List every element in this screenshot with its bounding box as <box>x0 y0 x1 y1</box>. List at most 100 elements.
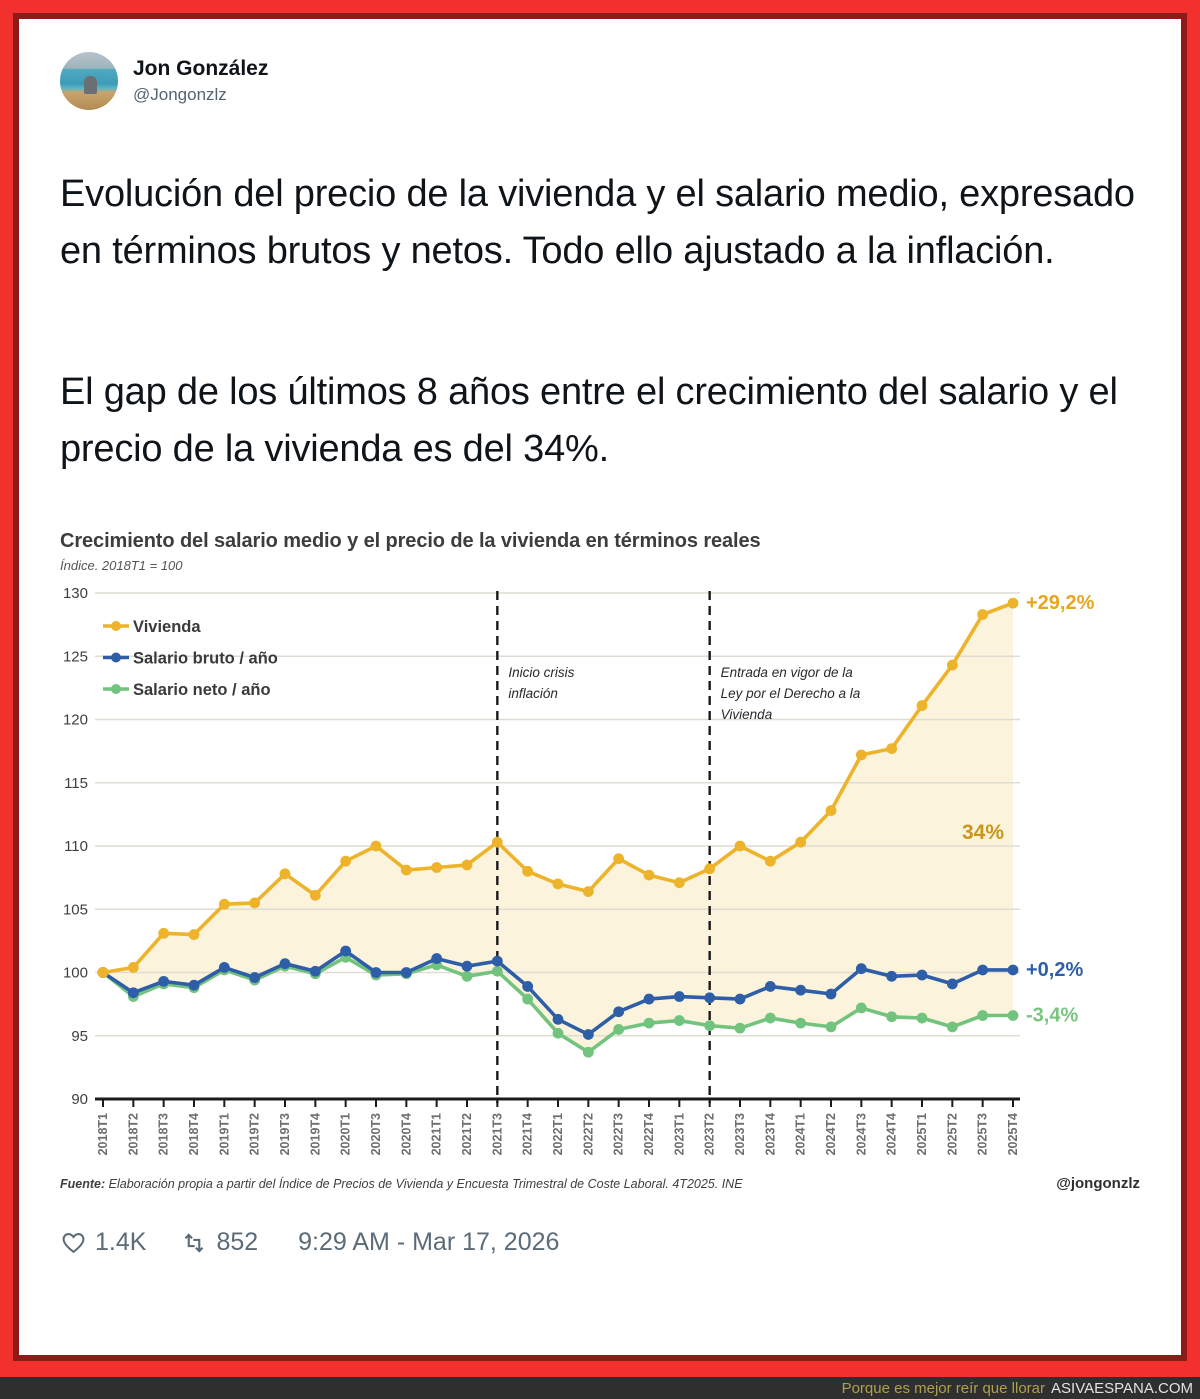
data-point-salario-bruto-a-o <box>491 955 503 967</box>
legend-item: Salario neto / año <box>103 681 271 699</box>
data-point-vivienda <box>886 743 898 754</box>
data-point-vivienda <box>552 878 564 890</box>
end-label-salario-neto-a-o: -3,4% <box>1026 1005 1078 1027</box>
x-axis-label: 2020T3 <box>369 1113 383 1155</box>
event-annotation: Entrada en vigor de la Ley por el Derecho… <box>721 665 861 722</box>
legend-label: Salario neto / año <box>133 681 271 699</box>
data-point-salario-bruto-a-o <box>158 975 170 987</box>
data-point-salario-neto-a-o <box>643 1017 655 1029</box>
x-axis-label: 2023T3 <box>733 1113 747 1155</box>
data-point-salario-bruto-a-o <box>795 984 807 996</box>
data-point-vivienda <box>431 862 443 873</box>
x-axis-label: 2023T2 <box>703 1113 717 1155</box>
data-point-salario-neto-a-o <box>552 1027 564 1039</box>
y-axis-label: 100 <box>63 965 88 982</box>
x-axis-label: 2024T3 <box>854 1113 868 1155</box>
retweet-button[interactable]: 852 <box>180 1228 258 1257</box>
data-point-salario-bruto-a-o <box>946 978 958 990</box>
watermark-bar: Porque es mejor reír que llorar ASIVAESP… <box>0 1377 1200 1399</box>
data-point-vivienda <box>249 897 261 909</box>
data-point-vivienda <box>279 868 291 880</box>
data-point-salario-bruto-a-o <box>643 993 655 1005</box>
retweet-count: 852 <box>216 1228 259 1256</box>
legend-item: Vivienda <box>103 618 201 636</box>
x-axis-label: 2019T2 <box>248 1113 262 1155</box>
data-point-salario-neto-a-o <box>946 1021 958 1033</box>
x-axis-label: 2020T4 <box>399 1113 413 1155</box>
watermark-text: Porque es mejor reír que llorar <box>841 1379 1046 1397</box>
data-point-vivienda <box>855 749 867 761</box>
data-point-vivienda <box>218 898 230 910</box>
chart-block: Crecimiento del salario medio y el preci… <box>60 530 1140 1192</box>
retweet-icon <box>185 1232 204 1253</box>
chart-title: Crecimiento del salario medio y el preci… <box>60 530 761 552</box>
data-point-vivienda <box>400 864 412 876</box>
data-point-salario-neto-a-o <box>613 1024 625 1035</box>
data-point-vivienda <box>977 609 989 620</box>
watermark-site[interactable]: ASIVAESPANA.COM <box>1051 1379 1193 1397</box>
like-button[interactable]: 1.4K <box>60 1228 146 1257</box>
data-point-vivienda <box>188 929 200 940</box>
data-point-salario-neto-a-o <box>855 1002 867 1014</box>
data-point-salario-bruto-a-o <box>188 979 200 991</box>
x-axis-label: 2018T3 <box>157 1113 171 1155</box>
data-point-vivienda <box>461 859 473 871</box>
x-axis-label: 2024T4 <box>885 1113 899 1155</box>
chart-svg: 90 95 100 105 110 115 120 125 130 Inicio crisis in… <box>63 585 1095 1155</box>
legend-item: Salario bruto / año <box>103 650 278 668</box>
data-point-salario-neto-a-o <box>734 1022 746 1034</box>
x-axis-label: 2025T1 <box>915 1113 929 1155</box>
source-label: Fuente: <box>60 1177 106 1191</box>
data-point-salario-bruto-a-o <box>1007 964 1019 976</box>
data-point-vivienda <box>309 889 321 901</box>
avatar[interactable] <box>60 52 118 110</box>
source-line: Fuente: Elaboración propia a partir del … <box>60 1177 743 1191</box>
data-point-salario-neto-a-o <box>673 1015 685 1026</box>
x-axis-label: 2022T1 <box>551 1113 565 1155</box>
data-point-vivienda <box>1007 597 1019 609</box>
data-point-salario-bruto-a-o <box>127 987 139 999</box>
data-point-salario-bruto-a-o <box>582 1029 594 1040</box>
data-point-salario-bruto-a-o <box>734 993 746 1005</box>
x-axis-label: 2022T3 <box>612 1113 626 1155</box>
x-axis-label: 2021T3 <box>490 1113 504 1155</box>
y-axis-label: 115 <box>64 775 88 792</box>
tweet-footer: 1.4K 852 9:29 AM - Mar 17, 2026 <box>60 1228 1140 1257</box>
x-axis-label: 2020T1 <box>339 1113 353 1155</box>
data-point-vivienda <box>946 659 958 671</box>
data-point-salario-neto-a-o <box>491 965 503 977</box>
data-point-salario-bruto-a-o <box>673 991 685 1002</box>
display-name[interactable]: Jon González <box>133 57 269 80</box>
data-point-vivienda <box>673 877 685 889</box>
x-axis-label: 2022T4 <box>642 1113 656 1155</box>
tweet-paragraph-1: Evolución del precio de la vivienda y el… <box>60 173 1135 272</box>
data-point-vivienda <box>734 840 746 852</box>
x-axis-label: 2023T4 <box>763 1113 777 1155</box>
like-count: 1.4K <box>95 1228 147 1256</box>
data-point-vivienda <box>158 927 170 939</box>
x-axis-label: 2025T3 <box>976 1113 990 1155</box>
y-axis-label: 130 <box>63 585 88 602</box>
data-point-salario-bruto-a-o <box>340 945 352 957</box>
data-point-vivienda <box>795 836 807 848</box>
data-point-salario-neto-a-o <box>977 1010 989 1021</box>
data-point-salario-neto-a-o <box>461 970 473 982</box>
timestamp: 9:29 AM - Mar 17, 2026 <box>298 1228 560 1256</box>
data-point-vivienda <box>643 869 655 881</box>
data-point-vivienda <box>613 853 625 865</box>
x-axis-label: 2019T1 <box>217 1113 231 1155</box>
data-point-vivienda <box>491 836 503 848</box>
y-axis-label: 95 <box>71 1028 88 1045</box>
tweet-card: Jon González @Jongonzlz Evolución del pr… <box>13 13 1187 1361</box>
heart-icon <box>62 1233 85 1254</box>
user-handle[interactable]: @Jongonzlz <box>133 85 227 104</box>
data-point-salario-bruto-a-o <box>855 963 867 975</box>
data-point-salario-bruto-a-o <box>977 964 989 976</box>
x-axis-label: 2021T2 <box>460 1113 474 1155</box>
x-axis-label: 2025T2 <box>945 1113 959 1155</box>
data-point-salario-neto-a-o <box>916 1012 928 1024</box>
y-axis-label: 125 <box>63 648 88 665</box>
data-point-salario-bruto-a-o <box>218 962 230 973</box>
end-label-salario-bruto-a-o: +0,2% <box>1026 959 1083 981</box>
data-point-vivienda <box>127 962 139 973</box>
